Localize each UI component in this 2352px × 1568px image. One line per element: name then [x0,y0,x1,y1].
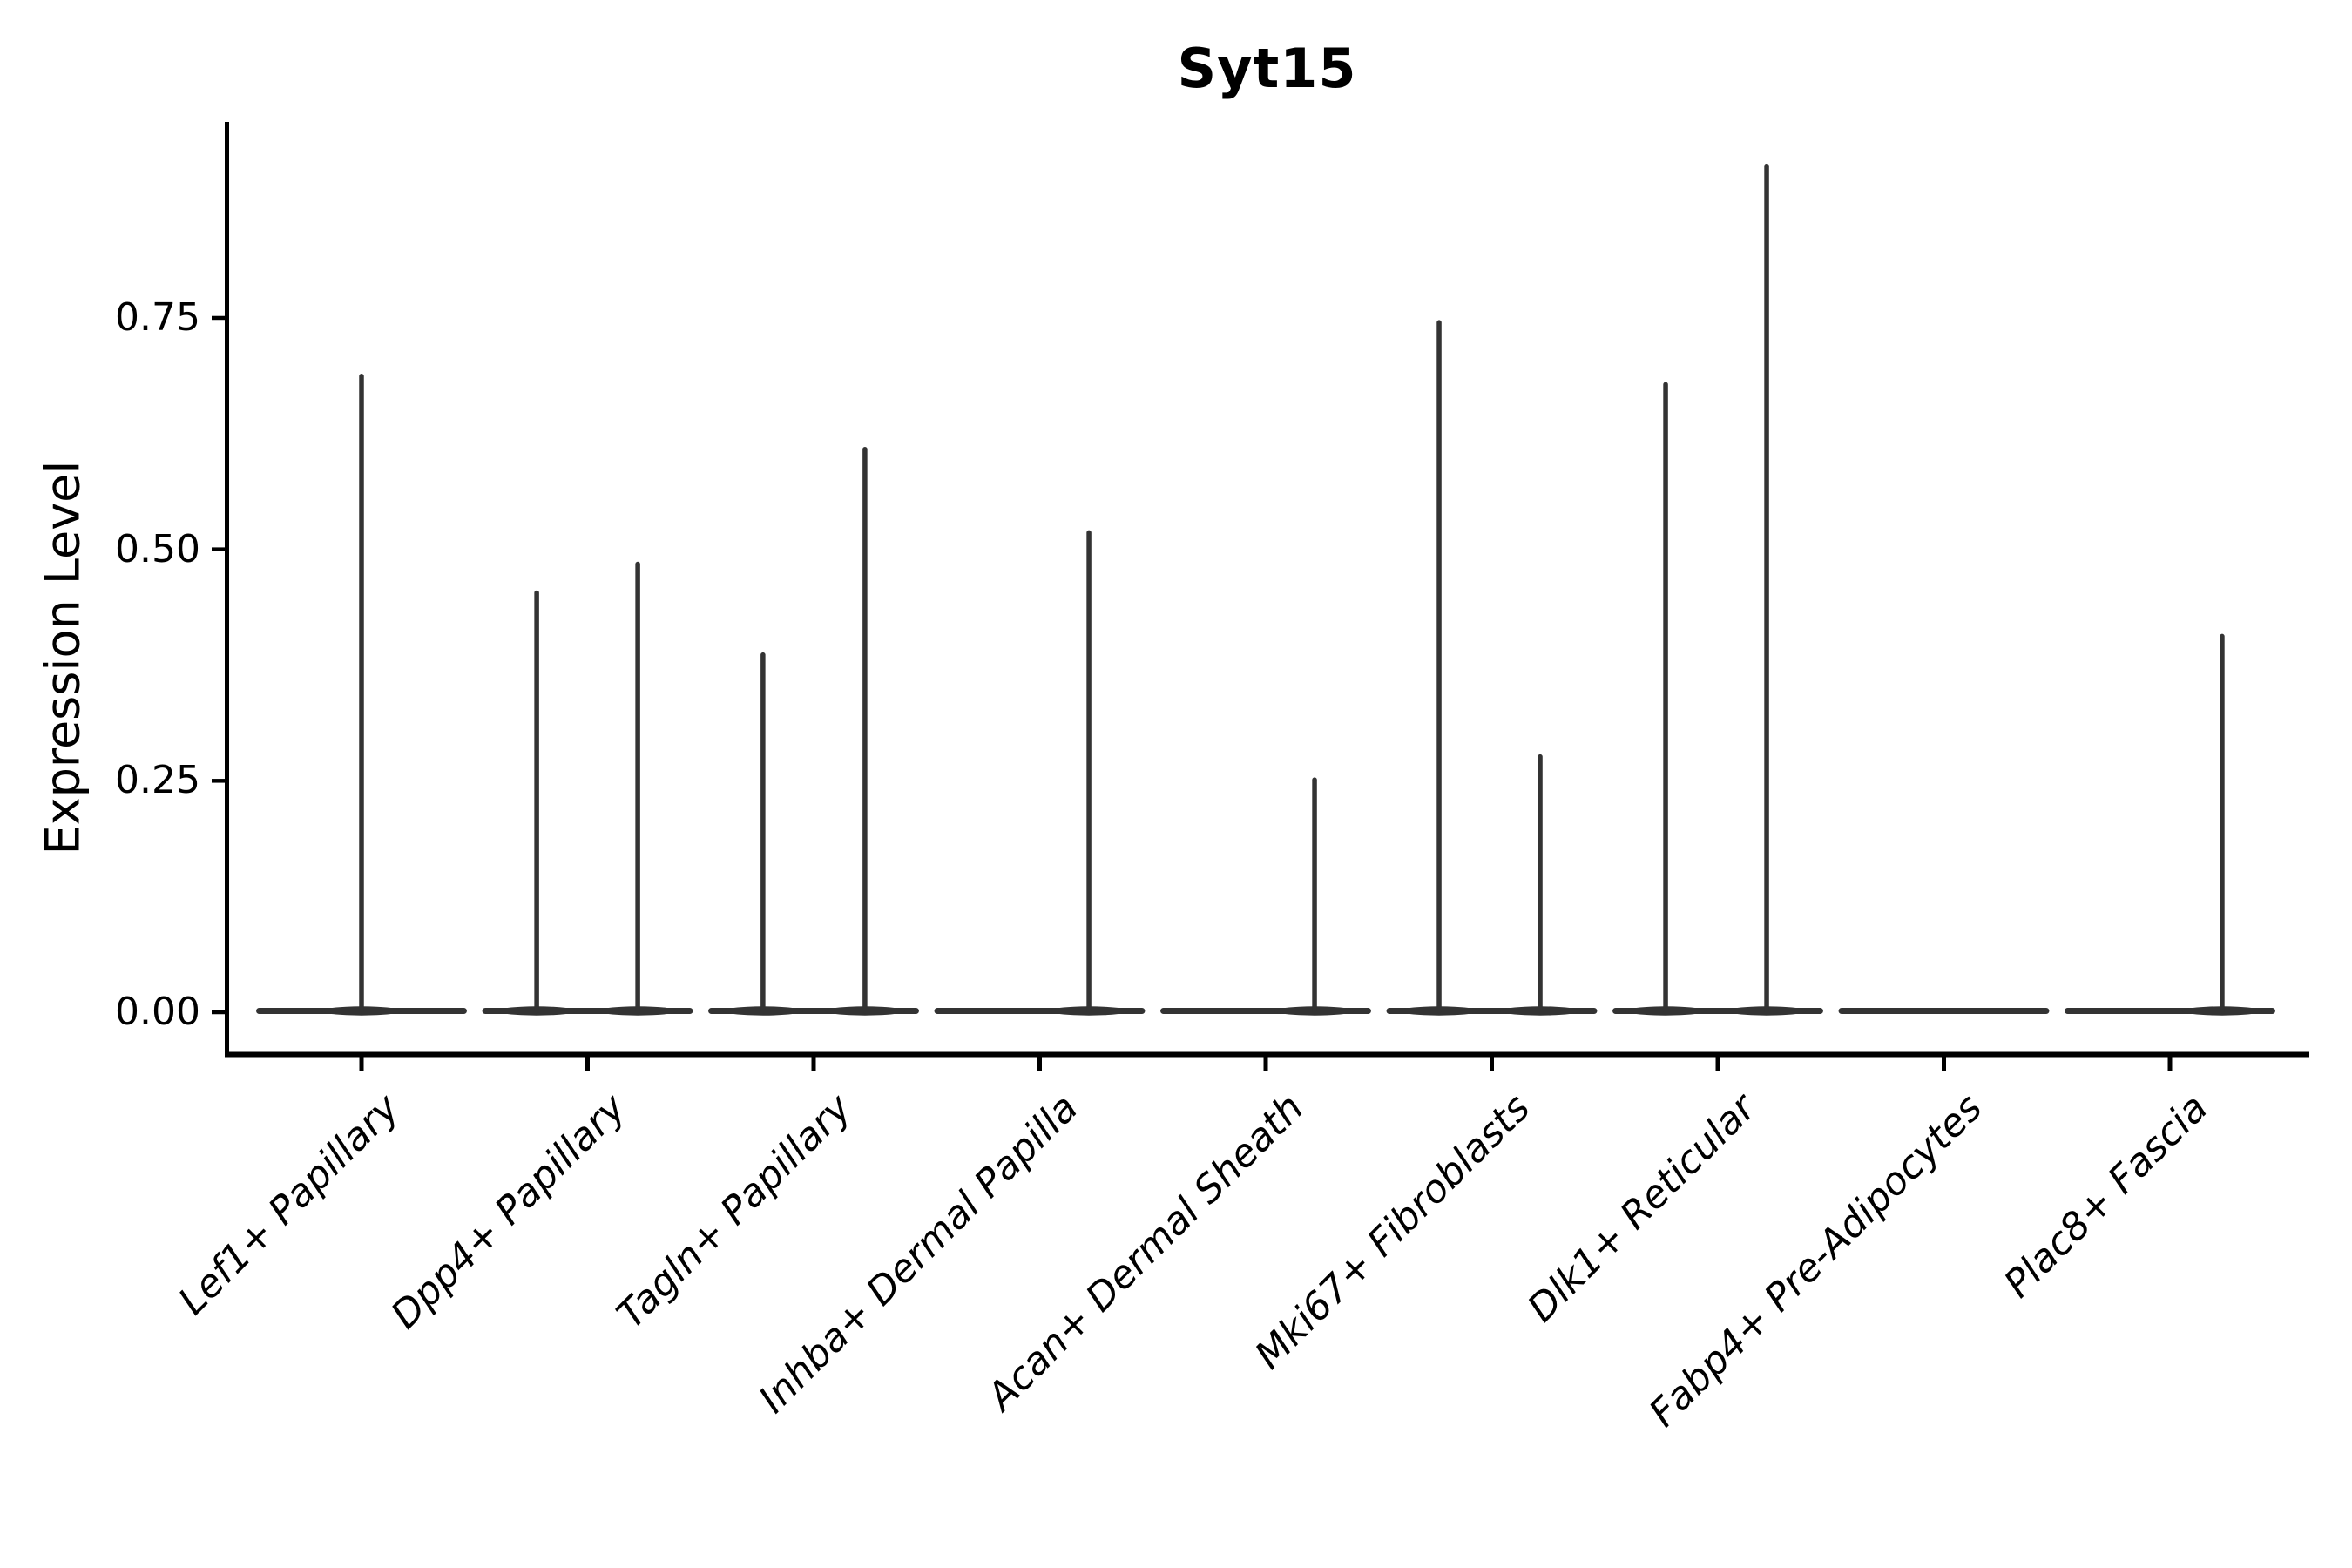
chart-title: Syt15 [1177,37,1357,100]
y-tick-label-0: 0.00 [115,990,200,1034]
y-tick-label-1: 0.25 [115,758,200,803]
y-tick-label-3: 0.75 [115,294,200,340]
y-tick-label-2: 0.50 [115,526,200,571]
violin-base [1838,1008,2050,1014]
